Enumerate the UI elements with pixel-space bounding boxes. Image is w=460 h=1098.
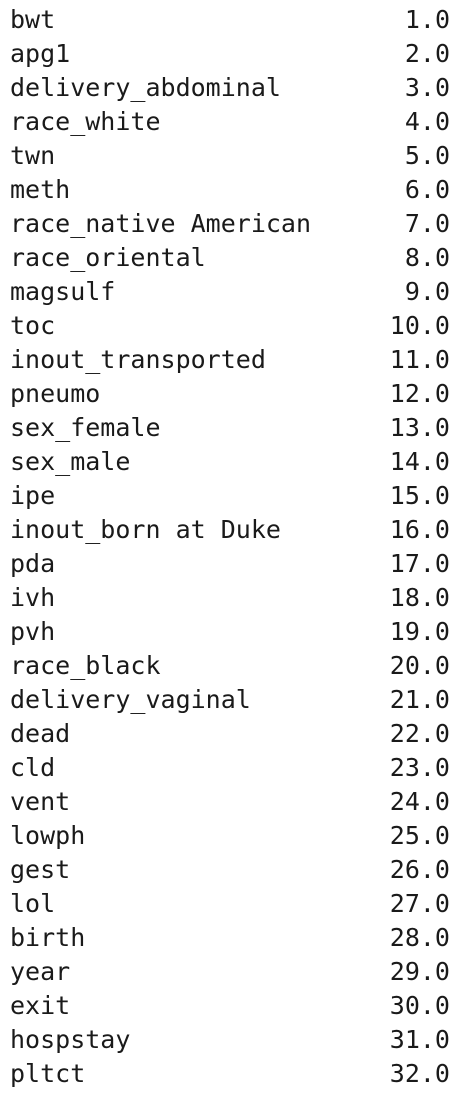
series-row: race_oriental 8.0 [10, 241, 450, 275]
row-value: 3.0 [404, 73, 450, 102]
series-row: year 29.0 [10, 955, 450, 989]
row-value: 18.0 [389, 583, 450, 612]
row-value: 5.0 [404, 141, 450, 170]
row-value: 23.0 [389, 753, 450, 782]
row-label: birth [10, 923, 86, 952]
row-label: gest [10, 855, 71, 884]
row-label: twn [10, 141, 56, 170]
series-row: race_native American 7.0 [10, 207, 450, 241]
row-value: 30.0 [389, 991, 450, 1020]
row-label: year [10, 957, 71, 986]
series-row: sex_male 14.0 [10, 445, 450, 479]
row-label: cld [10, 753, 56, 782]
series-row: delivery_vaginal 21.0 [10, 683, 450, 717]
row-label: pda [10, 549, 56, 578]
row-value: 8.0 [404, 243, 450, 272]
row-value: 31.0 [389, 1025, 450, 1054]
series-row: pvh 19.0 [10, 615, 450, 649]
row-label: exit [10, 991, 71, 1020]
row-value: 24.0 [389, 787, 450, 816]
row-value: 14.0 [389, 447, 450, 476]
series-row: toc 10.0 [10, 309, 450, 343]
series-row: magsulf 9.0 [10, 275, 450, 309]
row-value: 2.0 [404, 39, 450, 68]
row-label: toc [10, 311, 56, 340]
row-label: race_black [10, 651, 161, 680]
row-value: 13.0 [389, 413, 450, 442]
row-value: 29.0 [389, 957, 450, 986]
row-label: sex_female [10, 413, 161, 442]
row-label: delivery_vaginal [10, 685, 251, 714]
series-row: meth 6.0 [10, 173, 450, 207]
series-row: exit 30.0 [10, 989, 450, 1023]
row-label: inout_born at Duke [10, 515, 281, 544]
row-label: race_white [10, 107, 161, 136]
series-row: inout_born at Duke 16.0 [10, 513, 450, 547]
row-label: race_native American [10, 209, 312, 238]
series-row: inout_transported 11.0 [10, 343, 450, 377]
series-row: ipe 15.0 [10, 479, 450, 513]
series-row: pneumo 12.0 [10, 377, 450, 411]
row-value: 28.0 [389, 923, 450, 952]
row-value: 20.0 [389, 651, 450, 680]
row-value: 12.0 [389, 379, 450, 408]
row-label: lol [10, 889, 56, 918]
series-row: hospstay 31.0 [10, 1023, 450, 1057]
row-value: 19.0 [389, 617, 450, 646]
series-row: birth 28.0 [10, 921, 450, 955]
row-label: pneumo [10, 379, 101, 408]
series-row: dead 22.0 [10, 717, 450, 751]
series-row: race_black 20.0 [10, 649, 450, 683]
row-label: pltct [10, 1059, 86, 1088]
row-value: 10.0 [389, 311, 450, 340]
row-label: inout_transported [10, 345, 266, 374]
row-value: 11.0 [389, 345, 450, 374]
row-value: 25.0 [389, 821, 450, 850]
series-row: pda 17.0 [10, 547, 450, 581]
series-row: gest 26.0 [10, 853, 450, 887]
series-row: pltct 32.0 [10, 1057, 450, 1091]
row-value: 7.0 [404, 209, 450, 238]
row-label: race_oriental [10, 243, 206, 272]
row-label: delivery_abdominal [10, 73, 281, 102]
series-row: race_white 4.0 [10, 105, 450, 139]
row-value: 32.0 [389, 1059, 450, 1088]
row-value: 15.0 [389, 481, 450, 510]
row-value: 22.0 [389, 719, 450, 748]
row-value: 9.0 [404, 277, 450, 306]
row-label: hospstay [10, 1025, 131, 1054]
row-label: ipe [10, 481, 56, 510]
row-value: 6.0 [404, 175, 450, 204]
series-row: sex_female 13.0 [10, 411, 450, 445]
row-label: meth [10, 175, 71, 204]
row-label: sex_male [10, 447, 131, 476]
series-row: apg1 2.0 [10, 37, 450, 71]
series-row: bwt 1.0 [10, 3, 450, 37]
row-value: 21.0 [389, 685, 450, 714]
series-row: lol 27.0 [10, 887, 450, 921]
series-row: vent 24.0 [10, 785, 450, 819]
row-label: ivh [10, 583, 56, 612]
row-label: apg1 [10, 39, 71, 68]
row-label: pvh [10, 617, 56, 646]
row-value: 17.0 [389, 549, 450, 578]
row-value: 27.0 [389, 889, 450, 918]
row-value: 4.0 [404, 107, 450, 136]
row-label: bwt [10, 5, 56, 34]
row-label: dead [10, 719, 71, 748]
row-value: 26.0 [389, 855, 450, 884]
row-value: 16.0 [389, 515, 450, 544]
series-row: lowph 25.0 [10, 819, 450, 853]
row-label: magsulf [10, 277, 116, 306]
row-label: vent [10, 787, 71, 816]
series-row: cld 23.0 [10, 751, 450, 785]
series-row: delivery_abdominal 3.0 [10, 71, 450, 105]
series-row: ivh 18.0 [10, 581, 450, 615]
row-label: lowph [10, 821, 86, 850]
series-output: bwt 1.0 apg1 2.0 delivery_abdominal 3.0 race_w… [10, 3, 450, 1091]
row-value: 1.0 [404, 5, 450, 34]
series-row: twn 5.0 [10, 139, 450, 173]
